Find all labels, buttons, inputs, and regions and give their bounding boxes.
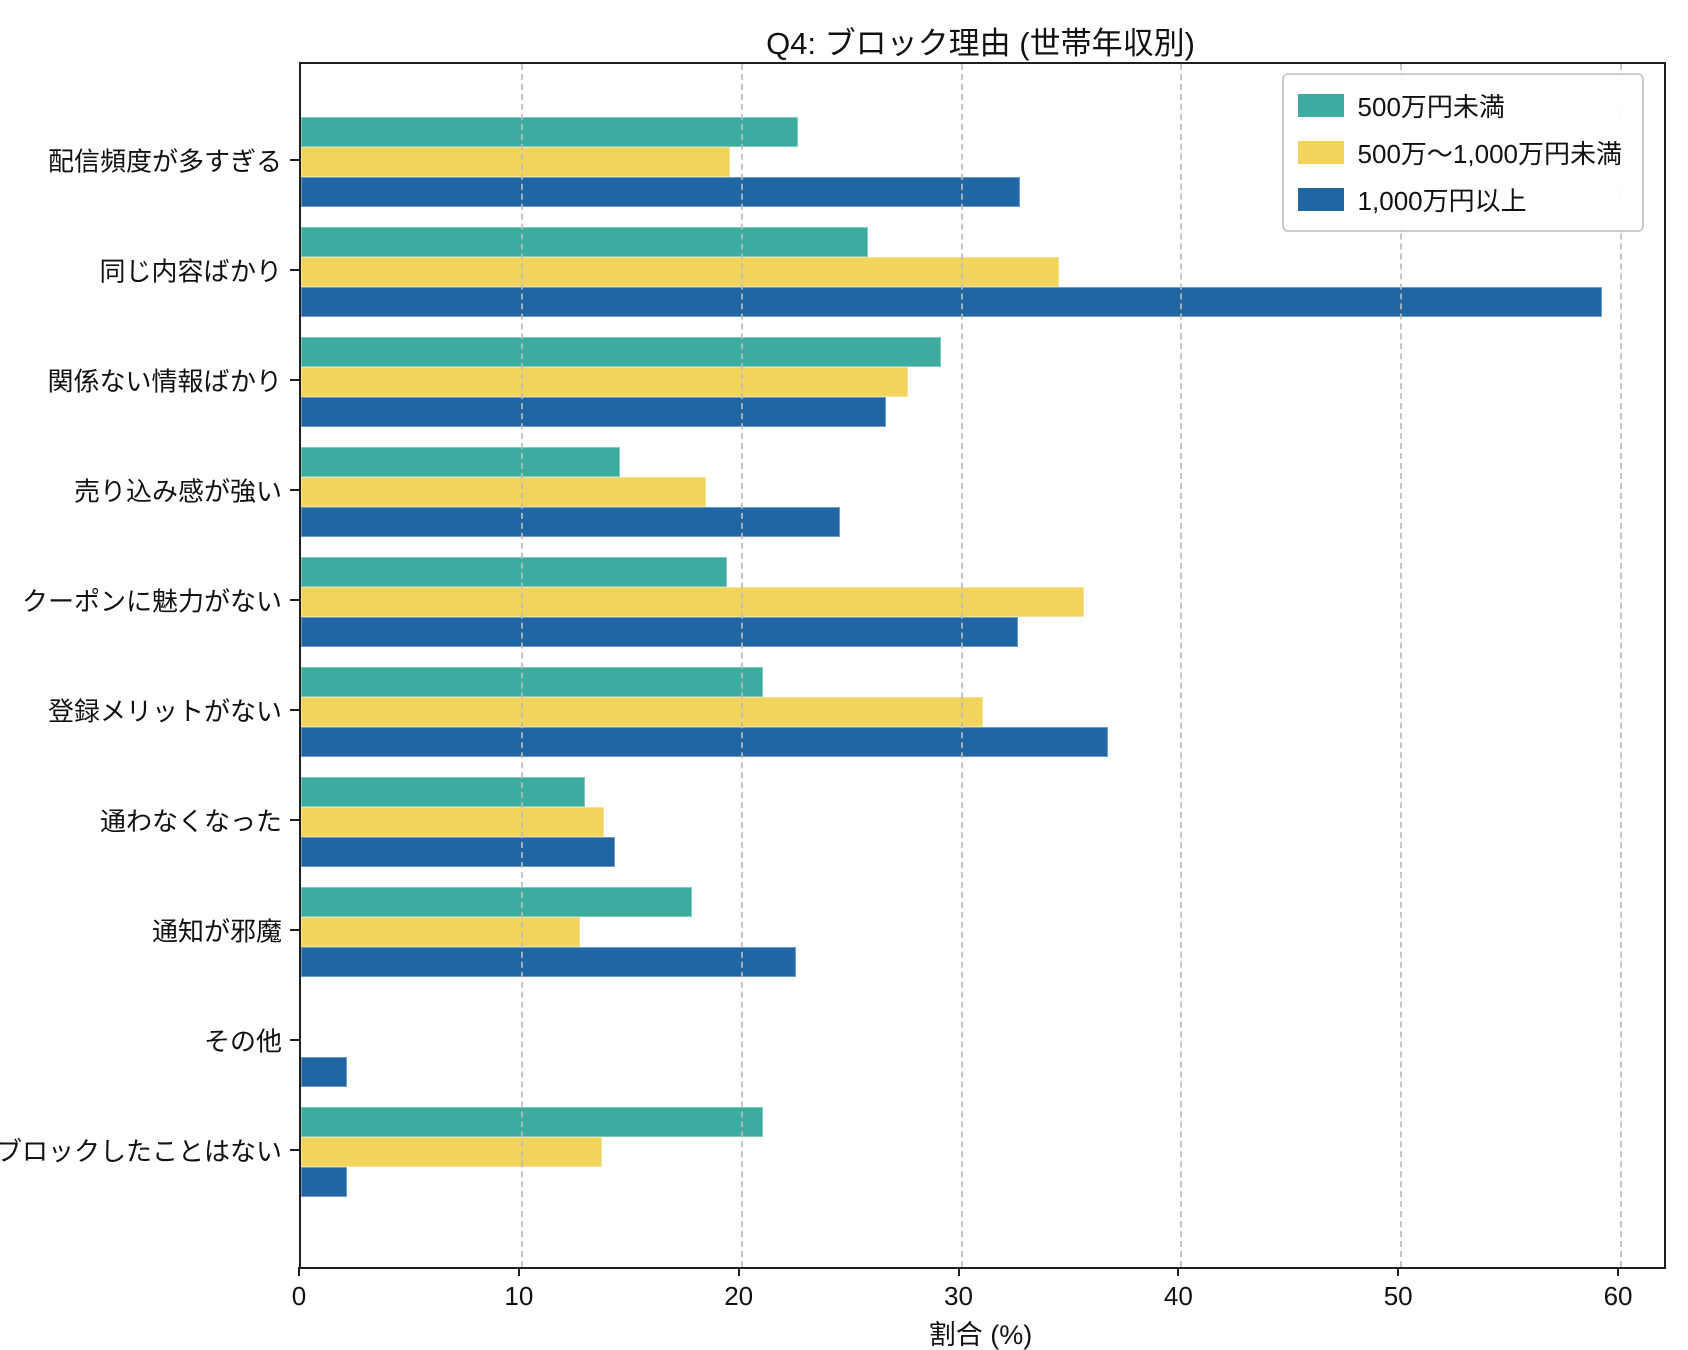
legend-swatch-icon	[1297, 188, 1344, 211]
y-tick-label: その他	[203, 1026, 282, 1057]
bar-500万円未満-通わなくなった	[301, 777, 585, 807]
grid-line-60	[1620, 64, 1623, 1267]
y-tick-mark	[290, 269, 299, 271]
bar-1,000万円以上-同じ内容ばかり	[301, 287, 1603, 317]
x-tick-label: 10	[504, 1281, 534, 1311]
x-tick-mark	[1177, 1267, 1180, 1276]
bar-500万〜1,000万円未満-登録メリットがない	[301, 697, 983, 727]
bar-500万円未満-売り込み感が強い	[301, 447, 620, 477]
y-tick-mark	[290, 159, 299, 161]
y-tick-mark	[290, 599, 299, 601]
x-tick-label: 50	[1383, 1281, 1413, 1311]
bar-500万円未満-同じ内容ばかり	[301, 227, 869, 257]
legend-item-500万円未満: 500万円未満	[1297, 87, 1622, 124]
y-tick-label: 関係ない情報ばかり	[47, 366, 282, 397]
bar-1,000万円以上-通わなくなった	[301, 837, 616, 867]
legend-item-1,000万円以上: 1,000万円以上	[1297, 181, 1622, 218]
x-tick-label: 30	[944, 1281, 973, 1311]
x-tick-label: 0	[291, 1281, 307, 1311]
plot-area	[299, 62, 1666, 1269]
y-tick-mark	[290, 1039, 299, 1041]
bar-500万円未満-ブロックしたことはない	[301, 1107, 763, 1137]
bar-1,000万円以上-通知が邪魔	[301, 947, 796, 977]
bar-500万〜1,000万円未満-関係ない情報ばかり	[301, 367, 908, 397]
y-tick-mark	[290, 709, 299, 711]
y-tick-label: 通知が邪魔	[151, 916, 282, 947]
bar-500万円未満-関係ない情報ばかり	[301, 337, 941, 367]
x-axis-title: 割合 (%)	[928, 1320, 1033, 1350]
bar-500万〜1,000万円未満-売り込み感が強い	[301, 477, 706, 507]
bar-1,000万円以上-売り込み感が強い	[301, 507, 840, 537]
x-tick-mark	[737, 1267, 740, 1276]
bar-500万円未満-クーポンに魅力がない	[301, 557, 728, 587]
x-tick-mark	[298, 1267, 300, 1276]
bar-500万〜1,000万円未満-通知が邪魔	[301, 917, 581, 947]
legend-label: 500万〜1,000万円未満	[1357, 139, 1622, 169]
bar-1,000万円以上-関係ない情報ばかり	[301, 397, 886, 427]
y-tick-label: 配信頻度が多すぎる	[47, 146, 282, 177]
x-tick-mark	[517, 1267, 520, 1276]
bar-1,000万円以上-配信頻度が多すぎる	[301, 177, 1020, 207]
bar-500万円未満-配信頻度が多すぎる	[301, 117, 798, 147]
bar-1,000万円以上-ブロックしたことはない	[301, 1167, 348, 1197]
bar-500万〜1,000万円未満-クーポンに魅力がない	[301, 587, 1084, 617]
y-tick-label: 同じ内容ばかり	[99, 256, 282, 287]
bar-500万〜1,000万円未満-同じ内容ばかり	[301, 257, 1060, 287]
y-tick-label: 通わなくなった	[99, 806, 282, 837]
bar-500万〜1,000万円未満-通わなくなった	[301, 807, 605, 837]
chart-title: Q4: ブロック理由 (世帯年収別)	[766, 26, 1195, 61]
bar-500万〜1,000万円未満-ブロックしたことはない	[301, 1137, 603, 1167]
x-tick-mark	[1617, 1267, 1620, 1276]
y-tick-mark	[290, 929, 299, 931]
y-tick-mark	[290, 489, 299, 491]
bar-500万円未満-登録メリットがない	[301, 667, 763, 697]
x-tick-label: 60	[1603, 1281, 1633, 1311]
legend-label: 1,000万円以上	[1357, 186, 1527, 216]
grid-line-40	[1180, 64, 1183, 1267]
legend-label: 500万円未満	[1357, 92, 1505, 122]
y-tick-mark	[290, 379, 299, 381]
y-tick-mark	[290, 1149, 299, 1151]
legend: 500万円未満 500万〜1,000万円未満 1,000万円以上	[1281, 73, 1644, 232]
bar-1,000万円以上-登録メリットがない	[301, 727, 1108, 757]
legend-swatch-icon	[1297, 94, 1344, 117]
legend-item-500万〜1,000万円未満: 500万〜1,000万円未満	[1297, 134, 1622, 171]
x-tick-label: 40	[1163, 1281, 1193, 1311]
bar-1,000万円以上-クーポンに魅力がない	[301, 617, 1018, 647]
x-tick-label: 20	[724, 1281, 754, 1311]
bar-500万〜1,000万円未満-配信頻度が多すぎる	[301, 147, 730, 177]
x-tick-mark	[957, 1267, 960, 1276]
bar-1,000万円以上-その他	[301, 1057, 348, 1087]
legend-swatch-icon	[1297, 141, 1344, 164]
y-tick-label: 登録メリットがない	[47, 696, 282, 727]
bar-500万円未満-通知が邪魔	[301, 887, 693, 917]
grid-line-50	[1400, 64, 1403, 1267]
y-tick-mark	[290, 819, 299, 821]
grid-line-10	[520, 64, 523, 1267]
grid-line-30	[960, 64, 963, 1267]
grid-line-20	[740, 64, 743, 1267]
y-tick-label: 売り込み感が強い	[73, 476, 282, 507]
y-tick-label: クーポンに魅力がない	[21, 586, 282, 617]
y-tick-label: ブロックしたことはない	[0, 1136, 282, 1167]
x-tick-mark	[1397, 1267, 1400, 1276]
